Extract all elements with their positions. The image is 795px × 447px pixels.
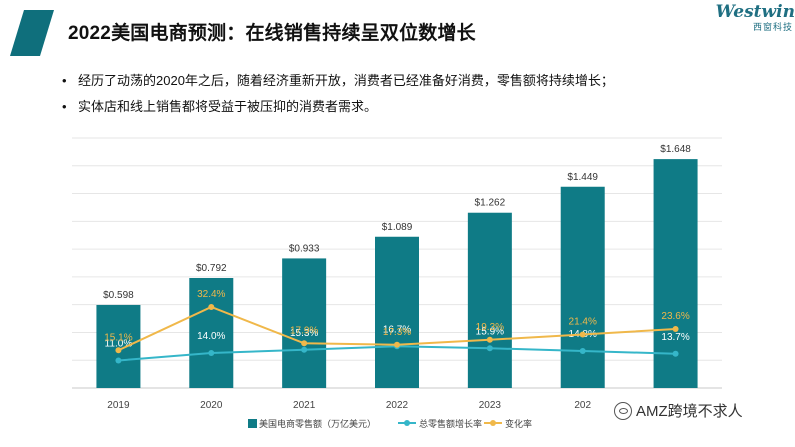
growth-rate-value-label: 15.3% [290,328,318,339]
legend-marker-growth [404,420,410,426]
watermark: AMZ跨境不求人 [614,400,743,421]
x-tick-label: 2019 [107,400,130,411]
bar [653,159,698,388]
change-rate-point [115,347,122,354]
change-rate-value-label: 15.1% [104,332,132,343]
growth-rate-value-label: 15.9% [476,326,504,337]
brand-logo-mark [10,10,54,56]
bar-value-label: $0.792 [196,263,227,274]
bar-value-label: $0.598 [103,290,134,301]
bar-value-label: $1.648 [660,144,691,155]
x-tick-label: 2023 [479,400,502,411]
growth-rate-point [301,346,308,353]
brand-logo: Westwin 西窗科技 [708,2,795,33]
growth-rate-value-label: 11.0% [105,339,133,350]
growth-rate-point [672,350,679,357]
bar-value-label: $1.449 [567,172,598,183]
page-title: 2022美国电商预测：在线销售持续呈双位数增长 [68,23,476,44]
change-rate-value-label: 19.3% [476,322,504,333]
logo-parallelogram [10,10,54,56]
growth-rate-value-label: 16.7% [383,324,411,335]
change-rate-value-label: 32.4% [197,289,225,300]
change-rate-point [301,340,308,347]
bar [189,278,234,388]
watermark-text: AMZ跨境不求人 [636,403,743,420]
brand-subtitle: 西窗科技 [752,22,793,32]
bullet-list: 经历了动荡的2020年之后，随着经济重新开放，消费者已经准备好消费，零售额将持续… [62,68,614,120]
bullet-item: 实体店和线上销售都将受益于被压抑的消费者需求。 [62,94,614,120]
bar [560,186,605,388]
change-rate-point [672,326,679,332]
ecommerce-forecast-chart: $0.598 $0.792 $0.933 $1.089 $1.262 $1.449 $1.6… [72,137,722,429]
bullet-item: 经历了动荡的2020年之后，随着经济重新开放，消费者已经准备好消费，零售额将持续… [62,68,614,94]
change-rate-point [579,331,586,338]
bar [467,212,512,388]
growth-rate-point [115,357,122,364]
change-rate-value-label: 17.9% [290,325,318,336]
brand-name: Westwin [715,2,795,22]
change-rate-value-label: 23.6% [661,311,689,322]
legend-label: 总零售额增长率 [419,418,482,429]
wechat-icon [614,401,632,420]
bar [375,236,419,388]
change-rate-point [394,341,400,348]
x-tick-label: 2021 [293,400,316,411]
legend-label: 变化率 [505,418,532,429]
growth-rate-value-label: 14.0% [197,331,225,342]
change-rate-point [486,336,493,343]
change-rate-point [208,304,215,310]
change-rate-value-label: 21.4% [569,317,597,328]
bar [282,258,327,388]
growth-rate-point [208,350,215,356]
bar [96,304,141,388]
change-rate-value-label: 17.3% [383,327,411,338]
growth-rate-point [579,348,586,354]
legend-label: 美国电商零售额（万亿美元） [259,418,376,429]
x-tick-label: 2022 [386,400,409,411]
legend-swatch-bars [248,419,257,428]
bar-value-label: $1.262 [475,198,506,209]
growth-rate-value-label: 13.7% [661,332,689,343]
x-tick-label: 2020 [200,400,223,411]
bar-value-label: $1.089 [382,222,413,233]
bar-value-label: $0.933 [289,243,320,254]
growth-rate-point [486,345,493,352]
legend-marker-change [490,420,496,426]
x-tick-label: 202 [574,400,591,411]
